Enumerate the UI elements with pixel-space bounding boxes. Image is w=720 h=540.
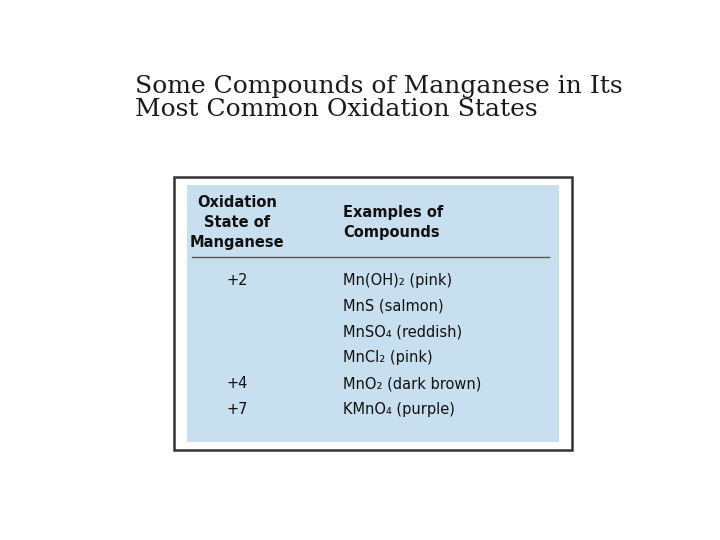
Text: Compounds: Compounds: [343, 225, 440, 240]
Text: +2: +2: [226, 273, 248, 288]
Text: MnO₂ (dark brown): MnO₂ (dark brown): [343, 376, 482, 391]
Text: +4: +4: [226, 376, 248, 391]
Text: KMnO₄ (purple): KMnO₄ (purple): [343, 402, 455, 417]
Text: MnSO₄ (reddish): MnSO₄ (reddish): [343, 325, 462, 340]
Text: Mn(OH)₂ (pink): Mn(OH)₂ (pink): [343, 273, 452, 288]
Text: MnS (salmon): MnS (salmon): [343, 299, 444, 314]
Text: MnCl₂ (pink): MnCl₂ (pink): [343, 350, 433, 366]
Text: +7: +7: [226, 402, 248, 417]
FancyBboxPatch shape: [174, 177, 572, 450]
Text: Manganese: Manganese: [190, 235, 284, 251]
FancyBboxPatch shape: [187, 185, 559, 442]
Text: State of: State of: [204, 215, 270, 231]
Text: Examples of: Examples of: [343, 205, 444, 220]
Text: Most Common Oxidation States: Most Common Oxidation States: [135, 98, 537, 121]
Text: Oxidation: Oxidation: [197, 195, 277, 211]
Text: Some Compounds of Manganese in Its: Some Compounds of Manganese in Its: [135, 75, 622, 98]
